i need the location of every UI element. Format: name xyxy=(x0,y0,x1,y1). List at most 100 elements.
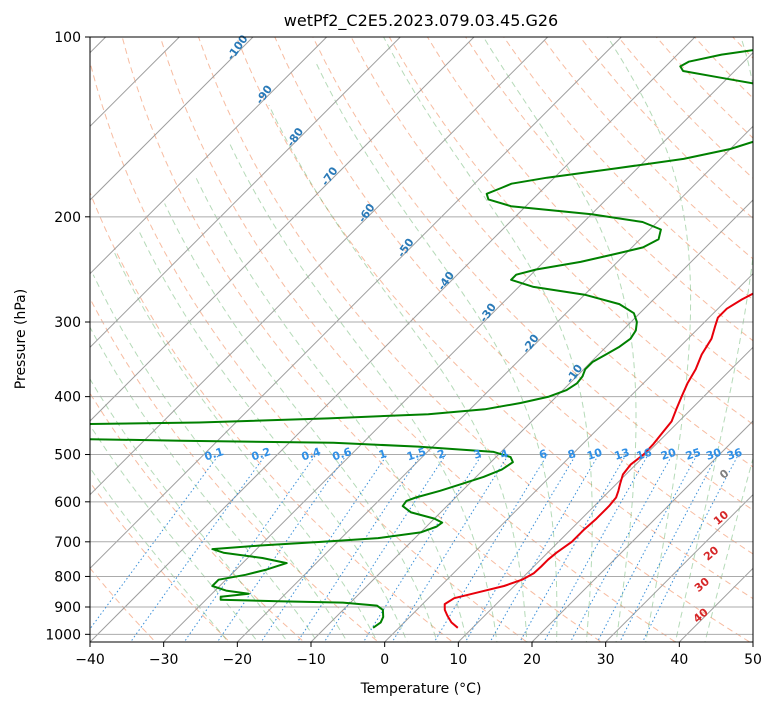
moist-adiabat-label: 30 xyxy=(692,575,712,595)
line-labels: 0.1 0.2 0.4 0.6 1 1.5 2 3 4 6 8 10 13 16 20 25 30 36-100-… xyxy=(203,32,744,625)
x-axis: −40 −30 −20 −10 0 10 20 30 40 50 xyxy=(75,642,762,668)
y-axis: 100 200 300 400 500 600 700 800 900 1000 xyxy=(45,30,90,643)
moist-adiabat xyxy=(704,456,753,642)
isotherm xyxy=(236,125,753,642)
mixing-ratio-label: 6 xyxy=(538,447,550,462)
isotherm xyxy=(90,37,622,570)
mixing-ratio-label: 1 xyxy=(377,447,388,462)
y-tick-label: 800 xyxy=(54,569,81,585)
mixing-ratio-line xyxy=(129,454,267,642)
background-lines xyxy=(90,37,775,647)
mixing-ratio-label: 0.1 xyxy=(203,445,226,463)
x-tick-label: 0 xyxy=(380,652,389,668)
mixing-ratio-line xyxy=(260,454,388,642)
y-tick-label: 500 xyxy=(54,448,81,464)
dry-adiabat xyxy=(732,37,753,59)
dry-adiabat xyxy=(771,37,775,647)
isotherm xyxy=(90,37,254,201)
plot-frame xyxy=(89,36,754,643)
dry-adiabat-label: -60 xyxy=(356,201,378,225)
mixing-ratio-label: 20 xyxy=(659,446,678,463)
x-axis-title: Temperature (°C) xyxy=(360,681,482,697)
moist-adiabat xyxy=(194,174,468,642)
y-tick-label: 900 xyxy=(54,600,81,616)
mixing-ratio-line xyxy=(464,454,577,642)
isotherm xyxy=(531,420,753,642)
moist-adiabat xyxy=(383,37,593,642)
sounding-profiles xyxy=(90,49,753,629)
mixing-ratio-label: 1.5 xyxy=(405,445,428,463)
mixing-ratio-label: 2 xyxy=(436,447,447,462)
moist-adiabat xyxy=(482,37,637,642)
mixing-ratio-line xyxy=(391,454,510,642)
moist-adiabat xyxy=(90,424,259,642)
mixing-ratio-line xyxy=(619,454,719,642)
mixing-ratio-line xyxy=(642,454,739,642)
moist-adiabat xyxy=(114,252,378,642)
dry-adiabat-label: -20 xyxy=(520,332,542,356)
mixing-ratio-label: 4 xyxy=(499,447,511,462)
dry-adiabat xyxy=(274,37,753,555)
mixing-ratio-label: 0.6 xyxy=(331,445,354,463)
dry-adiabat-label: -80 xyxy=(284,125,306,149)
x-tick-label: 40 xyxy=(670,652,688,668)
isotherm xyxy=(384,272,753,642)
dry-adiabat xyxy=(90,191,454,642)
y-tick-label: 600 xyxy=(54,495,81,511)
mixing-ratio-label: 16 xyxy=(635,446,654,463)
dry-adiabat xyxy=(90,60,528,642)
mixing-ratio-label: 36 xyxy=(725,446,744,463)
dry-adiabat xyxy=(388,37,753,425)
moist-adiabat-label: 0 xyxy=(717,467,731,482)
x-tick-label: 30 xyxy=(597,652,615,668)
dry-adiabat xyxy=(350,37,753,468)
mixing-ratio-label: 30 xyxy=(704,446,723,463)
moist-adiabat-label: 10 xyxy=(711,508,731,528)
dry-adiabat xyxy=(90,297,380,642)
moist-adiabat xyxy=(92,274,348,642)
x-tick-label: −20 xyxy=(223,652,253,668)
mixing-ratio-line xyxy=(433,454,548,642)
mixing-ratio-label: 0.4 xyxy=(300,445,323,463)
x-tick-label: 20 xyxy=(523,652,541,668)
dry-adiabat xyxy=(198,37,751,642)
mixing-ratio-line xyxy=(362,454,483,642)
mixing-ratio-label: 3 xyxy=(472,447,483,462)
x-tick-label: −30 xyxy=(149,652,179,668)
dry-adiabat-label: -90 xyxy=(253,83,275,107)
dry-adiabat xyxy=(90,392,305,642)
dry-adiabat xyxy=(90,481,231,642)
y-tick-label: 1000 xyxy=(45,627,81,643)
isotherm xyxy=(678,567,753,642)
moist-adiabat xyxy=(268,104,528,642)
chart-title: wetPf2_C2E5.2023.079.03.45.G26 xyxy=(284,11,558,31)
moist-adiabat-label: 20 xyxy=(701,543,721,563)
isotherm xyxy=(90,37,696,642)
mixing-ratio-label: 10 xyxy=(585,446,604,463)
mixing-ratio-line xyxy=(323,454,447,642)
isotherm xyxy=(457,346,753,642)
moist-adiabat xyxy=(607,37,692,642)
x-tick-label: −10 xyxy=(296,652,326,668)
x-tick-label: 50 xyxy=(744,652,762,668)
mixing-ratio-label: 0.2 xyxy=(250,445,273,463)
dry-adiabat-label: -30 xyxy=(477,301,499,325)
isotherm xyxy=(90,37,401,349)
moist-adiabat xyxy=(674,37,753,642)
moist-adiabat xyxy=(90,326,319,642)
temperature-profile xyxy=(443,292,753,629)
isotherm xyxy=(752,641,753,642)
moist-adiabat xyxy=(164,203,438,642)
moist-adiabat xyxy=(315,61,558,642)
mixing-ratio-line xyxy=(90,454,220,630)
isotherm xyxy=(310,199,753,642)
y-axis-title: Pressure (hPa) xyxy=(13,289,29,389)
y-tick-label: 700 xyxy=(54,535,81,551)
mixing-ratio-line xyxy=(216,454,348,642)
mixing-ratio-label: 8 xyxy=(566,447,577,462)
mixing-ratio-line xyxy=(183,454,317,642)
dewpoint-profile xyxy=(90,49,753,629)
moist-adiabat-label: 40 xyxy=(691,606,711,626)
y-tick-label: 300 xyxy=(54,315,81,331)
dry-adiabat xyxy=(503,37,753,301)
